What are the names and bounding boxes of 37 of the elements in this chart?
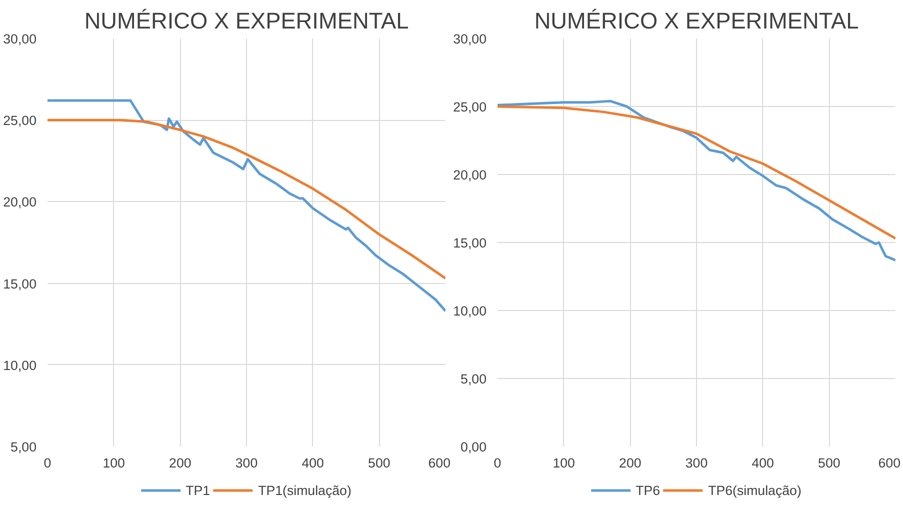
y-tick-label: 15,00 (453, 236, 487, 250)
line-series (48, 118, 446, 280)
line-series (48, 99, 446, 312)
x-tick-label: 500 (368, 456, 390, 470)
x-tick-label: 300 (235, 456, 258, 470)
legend-label: TP1(simulação) (258, 482, 352, 498)
y-tick-label: 20,00 (3, 194, 37, 210)
x-tick-label: 200 (619, 456, 642, 470)
y-tick-label: 5,00 (460, 372, 487, 386)
y-tick-label: 5,00 (10, 440, 37, 454)
x-tick-label: 300 (685, 456, 708, 470)
legend-label: TP6 (636, 482, 660, 498)
x-tick-label: 600 (428, 456, 451, 470)
y-tick-label: 25,00 (3, 113, 37, 128)
x-tick-label: 200 (169, 456, 192, 470)
x-tick-label: 600 (878, 456, 901, 470)
x-tick-label: 100 (102, 456, 125, 470)
x-tick-label: 400 (752, 456, 774, 470)
x-tick-label: 0 (44, 456, 52, 470)
y-tick-label: 15,00 (3, 276, 37, 292)
x-tick-label: 100 (552, 456, 575, 470)
y-tick-label: 10,00 (3, 358, 37, 373)
legend-label: TP6(simulação) (708, 482, 802, 498)
line-series (498, 100, 896, 262)
x-tick-label: 400 (302, 456, 324, 470)
y-tick-label: 30,00 (453, 32, 487, 46)
line-series (498, 105, 896, 240)
y-tick-label: 30,00 (3, 32, 37, 46)
chart-title: NUMÉRICO X EXPERIMENTAL (84, 8, 409, 34)
chart-title: NUMÉRICO X EXPERIMENTAL (534, 8, 859, 34)
legend-label: TP1 (186, 482, 210, 498)
x-tick-label: 500 (818, 456, 840, 470)
y-tick-label: 20,00 (453, 168, 487, 182)
y-tick-label: 25,00 (453, 100, 487, 114)
y-tick-label: 10,00 (453, 304, 487, 318)
y-tick-label: 0,00 (460, 440, 487, 454)
x-tick-label: 0 (494, 456, 502, 470)
